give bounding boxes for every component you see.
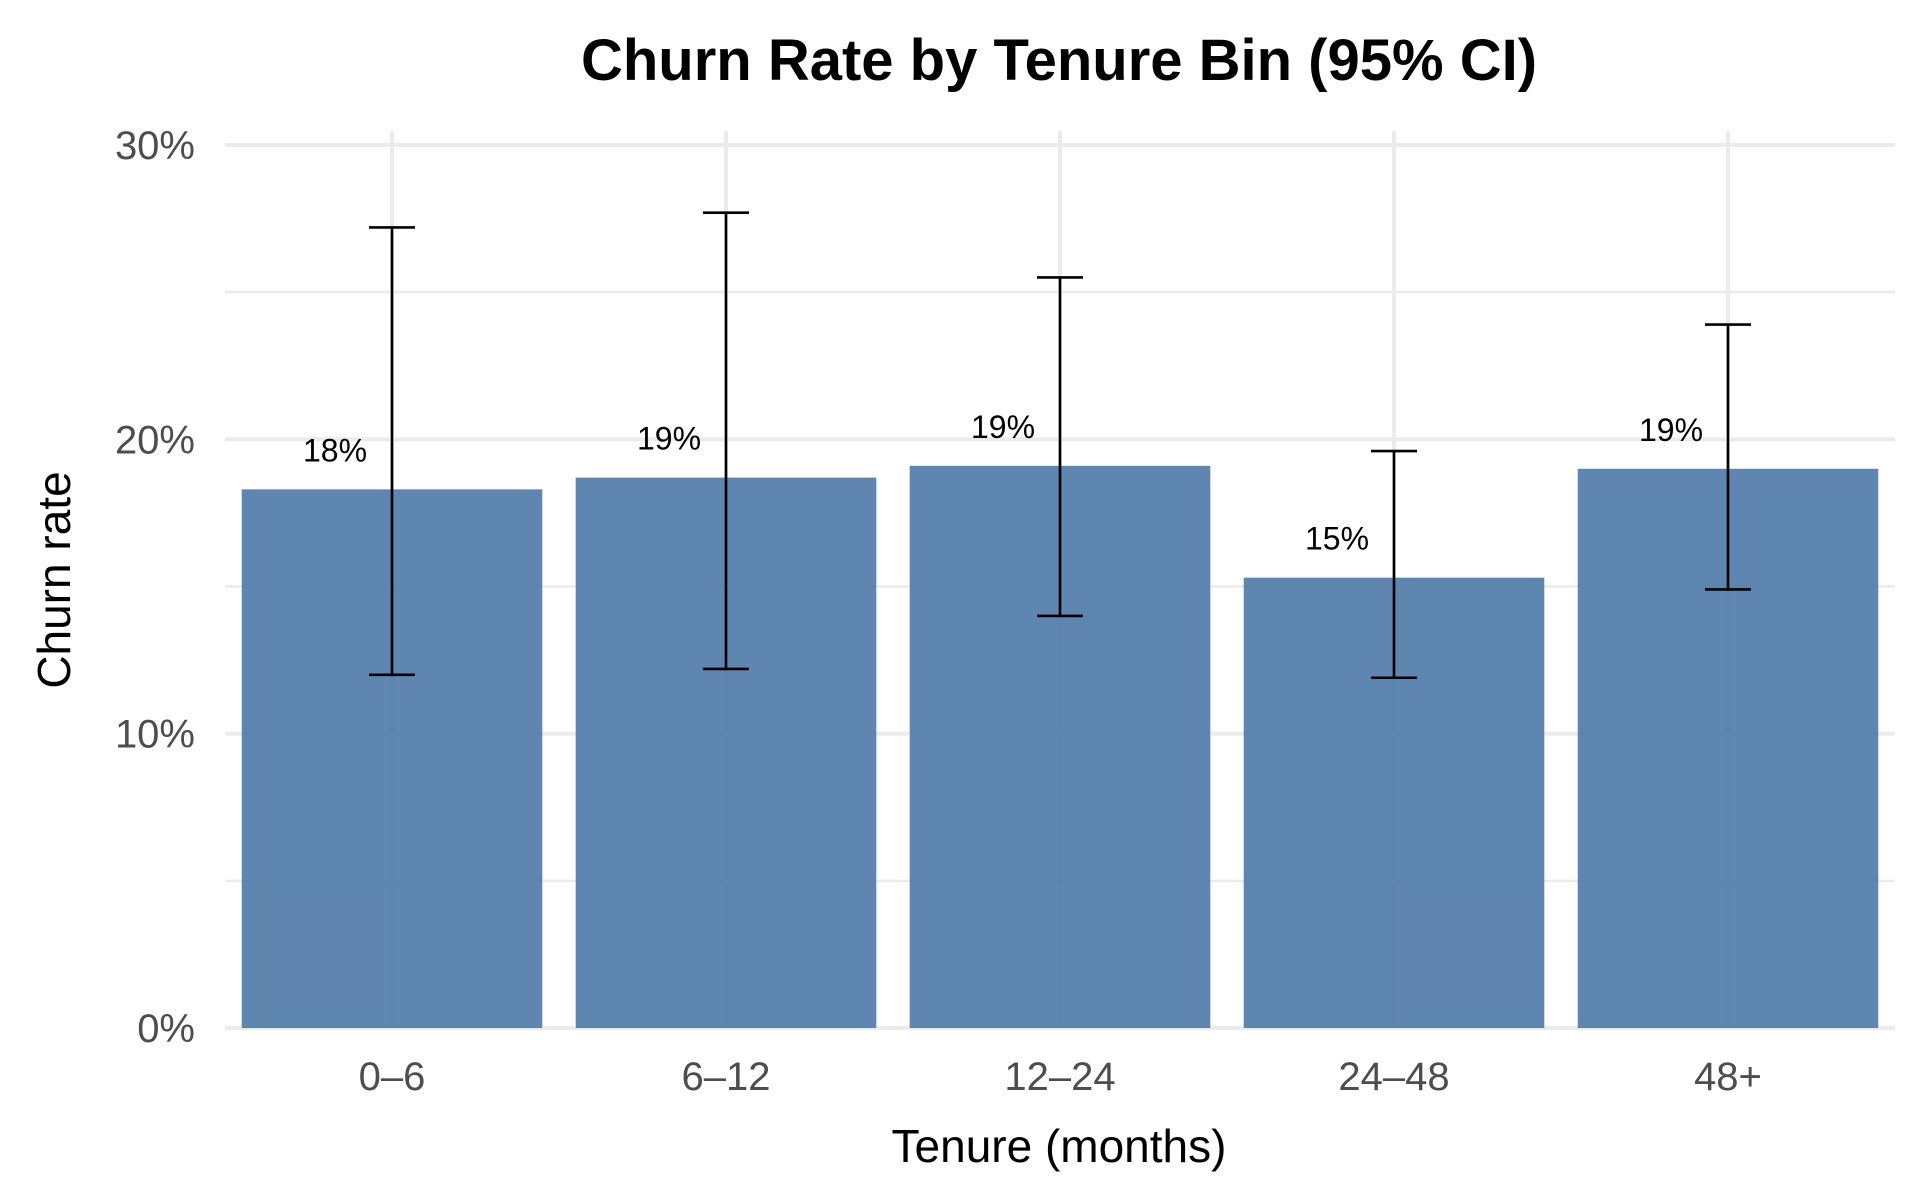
y-axis-title: Churn rate: [28, 471, 80, 688]
chart-title: Churn Rate by Tenure Bin (95% CI): [581, 28, 1537, 93]
bars: [241, 465, 1879, 1028]
y-tick-label: 20%: [115, 418, 195, 462]
error-bars: [369, 211, 1751, 680]
data-label-48+: 19%: [1639, 412, 1703, 448]
error-bar-24–48: [1371, 449, 1417, 680]
data-labels: 18% 19% 19% 15% 19%: [303, 409, 1703, 557]
x-axis-ticks: 0–6 6–12 12–24 24–48 48+: [359, 1055, 1762, 1099]
data-label-0–6: 18%: [303, 432, 367, 468]
data-label-6–12: 19%: [637, 421, 701, 457]
y-axis-ticks: 0% 10% 20% 30%: [115, 124, 195, 1051]
x-tick-label: 0–6: [359, 1055, 426, 1099]
x-tick-label: 24–48: [1338, 1055, 1449, 1099]
x-tick-label: 12–24: [1004, 1055, 1115, 1099]
y-tick-label: 0%: [137, 1007, 195, 1051]
y-tick-label: 30%: [115, 124, 195, 168]
y-tick-label: 10%: [115, 713, 195, 757]
error-bar-48+: [1705, 323, 1751, 591]
error-bar-12–24: [1037, 276, 1083, 618]
error-bar-0–6: [369, 226, 415, 677]
data-label-12–24: 19%: [971, 409, 1035, 445]
x-axis-title: Tenure (months): [892, 1120, 1227, 1172]
data-label-24–48: 15%: [1305, 521, 1369, 557]
x-tick-label: 6–12: [682, 1055, 771, 1099]
x-tick-label: 48+: [1694, 1055, 1762, 1099]
error-bar-6–12: [703, 211, 749, 671]
